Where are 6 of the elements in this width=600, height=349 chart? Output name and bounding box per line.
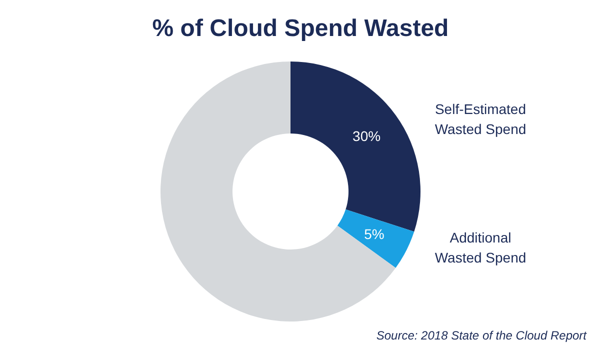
data-label: 5% bbox=[364, 226, 384, 242]
data-label: 30% bbox=[352, 128, 381, 144]
slice-label: Self-Estimated Wasted Spend bbox=[434, 100, 526, 137]
slice-label: Additional Wasted Spend bbox=[434, 230, 526, 266]
source-note: Source: 2018 State of the Cloud Report bbox=[376, 328, 588, 342]
chart-title: % of Cloud Spend Wasted bbox=[152, 15, 449, 42]
